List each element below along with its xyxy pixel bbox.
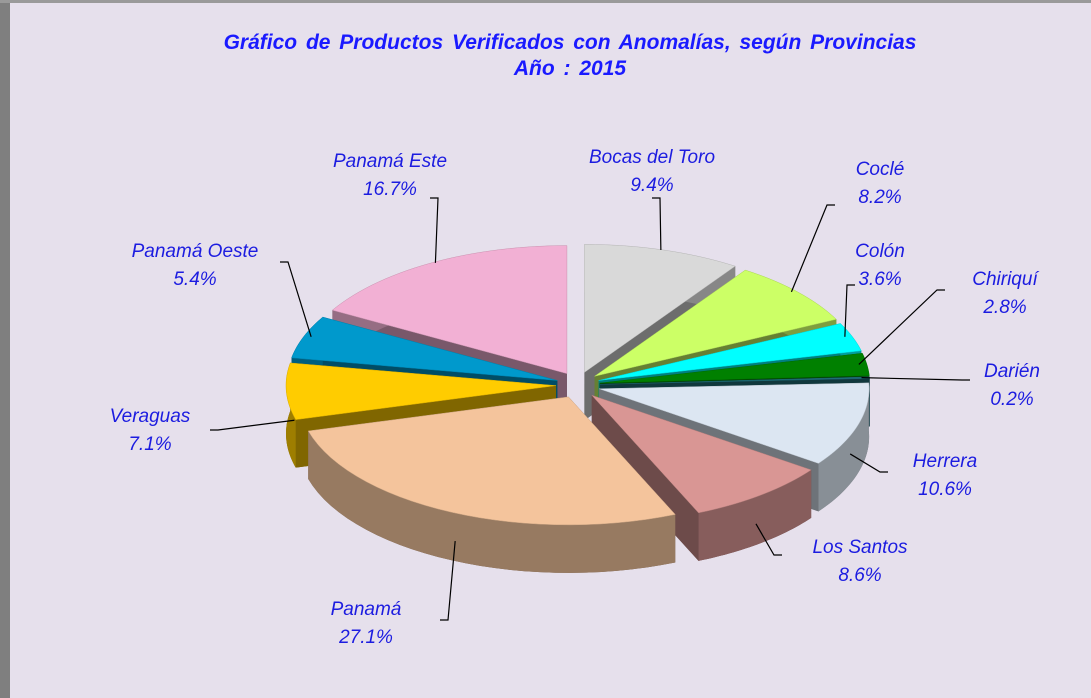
slice-label: Panamá Oeste [132,241,259,262]
value-label: 10.6% [918,479,972,500]
slice-label: Los Santos [812,537,908,558]
leader-line [280,261,312,338]
slice-label: Coclé [856,159,905,180]
slice [590,394,812,514]
slice [307,396,676,526]
value-label: 8.6% [838,565,881,586]
slice [584,244,736,373]
value-label: 3.6% [858,269,901,290]
slice-side [698,469,812,561]
leader-line [652,197,662,250]
value-label: 0.2% [990,389,1033,410]
leader-line [861,377,970,381]
leader-line [430,197,439,263]
slice-side [308,430,676,573]
leader-line [858,289,945,365]
slice-label: Bocas del Toro [589,147,715,168]
slice-label: Chiriquí [972,269,1039,290]
slice-label: Veraguas [110,406,191,427]
slice-label: Herrera [913,451,977,472]
value-label: 27.1% [338,627,393,648]
value-label: 9.4% [630,175,673,196]
leader-line [849,453,888,473]
value-label: 5.4% [173,269,216,290]
slice-label: Panamá [331,599,402,620]
slice-side [818,382,870,512]
value-label: 7.1% [128,434,171,455]
slice [285,362,557,420]
leader-line [755,523,782,556]
frame-line [0,0,1091,3]
value-label: 2.8% [982,297,1026,318]
slice [599,382,870,464]
chart-subtitle: Año : 2015 [513,57,627,80]
frame-bar [0,0,10,698]
leader-line [210,419,295,431]
title-block: Gráfico de Productos Verificados con Ano… [210,30,930,82]
slice [599,353,870,384]
slice-label: Colón [855,241,905,262]
chart-title: Gráfico de Productos Verificados con Ano… [223,31,917,54]
slice-label: Panamá Este [333,151,447,172]
leader-line [844,284,855,337]
value-label: 8.2% [858,187,901,208]
slice [598,323,862,381]
slice-label: Darién [984,361,1040,382]
slice [331,245,568,374]
slice [594,269,837,377]
leader-line [790,204,835,293]
leader-line [440,541,456,621]
value-label: 16.7% [363,179,417,200]
slice [291,316,558,381]
